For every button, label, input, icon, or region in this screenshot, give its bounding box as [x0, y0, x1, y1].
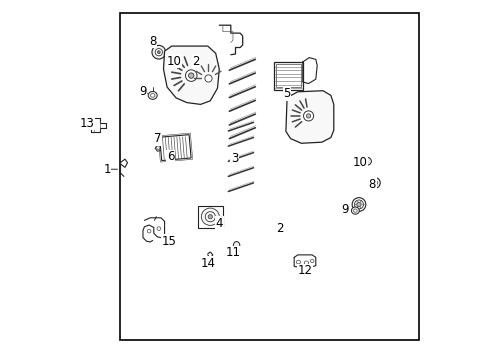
- Ellipse shape: [304, 261, 308, 265]
- Text: 13: 13: [79, 117, 94, 130]
- Bar: [120, 13, 418, 340]
- Text: 3: 3: [230, 152, 238, 165]
- Ellipse shape: [201, 208, 219, 225]
- Ellipse shape: [310, 259, 313, 263]
- Ellipse shape: [190, 60, 203, 73]
- Text: 10: 10: [166, 55, 182, 68]
- Text: 7: 7: [153, 132, 161, 145]
- Ellipse shape: [205, 212, 215, 222]
- Text: 8: 8: [368, 178, 375, 191]
- Ellipse shape: [156, 146, 160, 149]
- Text: 2: 2: [192, 55, 199, 68]
- Ellipse shape: [354, 200, 363, 209]
- Text: 8: 8: [149, 35, 156, 48]
- Text: 6: 6: [166, 150, 174, 163]
- Ellipse shape: [234, 253, 238, 256]
- Ellipse shape: [185, 70, 197, 81]
- Bar: [159, 135, 191, 161]
- Ellipse shape: [152, 45, 165, 59]
- Ellipse shape: [188, 73, 194, 78]
- Ellipse shape: [208, 215, 212, 219]
- Ellipse shape: [148, 91, 157, 99]
- Text: 2: 2: [275, 222, 283, 235]
- Ellipse shape: [233, 242, 239, 249]
- Ellipse shape: [177, 63, 183, 68]
- Text: 5: 5: [283, 87, 290, 100]
- Bar: [273, 62, 303, 90]
- Polygon shape: [163, 46, 219, 104]
- Polygon shape: [285, 91, 333, 143]
- Text: 12: 12: [297, 264, 312, 277]
- Bar: [198, 206, 222, 228]
- Ellipse shape: [204, 75, 212, 82]
- Ellipse shape: [187, 57, 206, 77]
- Text: 4: 4: [215, 217, 223, 230]
- Text: 9: 9: [139, 85, 146, 98]
- Ellipse shape: [157, 227, 160, 230]
- Ellipse shape: [351, 198, 365, 211]
- Ellipse shape: [155, 49, 162, 56]
- Ellipse shape: [303, 111, 313, 121]
- Ellipse shape: [306, 114, 310, 118]
- Ellipse shape: [147, 229, 151, 233]
- Ellipse shape: [150, 94, 155, 97]
- Text: 11: 11: [225, 246, 240, 259]
- Text: 1: 1: [103, 163, 110, 176]
- Text: 9: 9: [340, 203, 347, 216]
- Ellipse shape: [351, 207, 359, 214]
- Ellipse shape: [193, 63, 200, 70]
- Ellipse shape: [371, 180, 377, 186]
- Bar: [275, 64, 301, 87]
- Text: 15: 15: [161, 235, 176, 248]
- Ellipse shape: [368, 177, 380, 188]
- Ellipse shape: [353, 209, 356, 212]
- Ellipse shape: [157, 51, 160, 54]
- Ellipse shape: [296, 260, 300, 264]
- Text: 14: 14: [200, 257, 215, 270]
- Ellipse shape: [175, 61, 185, 70]
- Ellipse shape: [356, 202, 361, 207]
- Text: 10: 10: [351, 156, 366, 169]
- Bar: [158, 133, 192, 162]
- Ellipse shape: [362, 157, 371, 165]
